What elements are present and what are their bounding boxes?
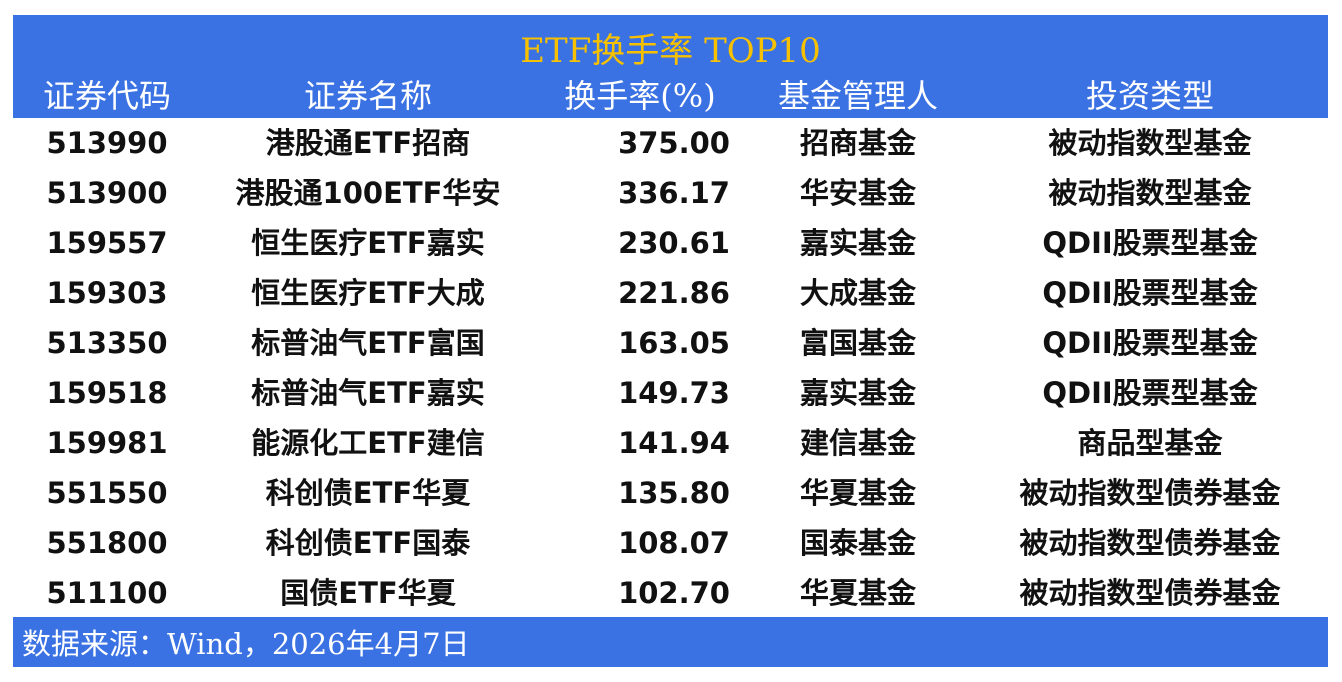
cell-type: 被动指数型债券基金 bbox=[1019, 576, 1281, 610]
table-row: 159303 恒生医疗ETF大成 221.86 大成基金 QDII股票型基金 bbox=[13, 268, 1328, 318]
cell-code: 159303 bbox=[46, 276, 168, 310]
table-row: 159981 能源化工ETF建信 141.94 建信基金 商品型基金 bbox=[13, 418, 1328, 468]
header-type: 投资类型 bbox=[1085, 77, 1215, 115]
cell-name: 恒生医疗ETF嘉实 bbox=[251, 226, 485, 260]
cell-name: 标普油气ETF富国 bbox=[251, 326, 485, 360]
cell-rate: 135.80 bbox=[618, 476, 730, 510]
cell-name: 恒生医疗ETF大成 bbox=[251, 276, 485, 310]
cell-name: 科创债ETF国泰 bbox=[265, 526, 471, 560]
cell-code: 159981 bbox=[46, 426, 168, 460]
cell-rate: 141.94 bbox=[618, 426, 730, 460]
cell-manager: 富国基金 bbox=[799, 326, 917, 360]
cell-manager: 大成基金 bbox=[799, 276, 917, 310]
cell-code: 513900 bbox=[46, 176, 168, 210]
cell-type: QDII股票型基金 bbox=[1042, 226, 1258, 260]
column-headers: 证券代码 证券名称 换手率(%) 基金管理人 投资类型 bbox=[13, 71, 1328, 121]
cell-manager: 国泰基金 bbox=[799, 526, 917, 560]
cell-rate: 102.70 bbox=[618, 576, 730, 610]
cell-manager: 华夏基金 bbox=[799, 476, 917, 510]
table-header: ETF换手率 TOP10 证券代码 证券名称 换手率(%) 基金管理人 投资类型 bbox=[13, 15, 1328, 118]
cell-type: 商品型基金 bbox=[1077, 426, 1223, 460]
cell-name: 标普油气ETF嘉实 bbox=[251, 376, 485, 410]
table-row: 513900 港股通100ETF华安 336.17 华安基金 被动指数型基金 bbox=[13, 168, 1328, 218]
cell-rate: 336.17 bbox=[618, 176, 730, 210]
cell-manager: 嘉实基金 bbox=[799, 376, 917, 410]
cell-type: 被动指数型债券基金 bbox=[1019, 526, 1281, 560]
cell-manager: 华夏基金 bbox=[799, 576, 917, 610]
source-footer: 数据来源：Wind，2026年4月7日 bbox=[13, 617, 1328, 667]
cell-code: 159557 bbox=[46, 226, 168, 260]
cell-rate: 163.05 bbox=[618, 326, 730, 360]
cell-type: 被动指数型债券基金 bbox=[1019, 476, 1281, 510]
cell-name: 港股通100ETF华安 bbox=[235, 176, 501, 210]
cell-rate: 230.61 bbox=[618, 226, 730, 260]
cell-type: QDII股票型基金 bbox=[1042, 376, 1258, 410]
cell-type: QDII股票型基金 bbox=[1042, 276, 1258, 310]
cell-manager: 华安基金 bbox=[799, 176, 917, 210]
cell-type: 被动指数型基金 bbox=[1048, 176, 1252, 210]
table-row: 513350 标普油气ETF富国 163.05 富国基金 QDII股票型基金 bbox=[13, 318, 1328, 368]
cell-code: 159518 bbox=[46, 376, 168, 410]
cell-manager: 嘉实基金 bbox=[799, 226, 917, 260]
header-code: 证券代码 bbox=[42, 77, 172, 115]
table-row: 511100 国债ETF华夏 102.70 华夏基金 被动指数型债券基金 bbox=[13, 568, 1328, 618]
cell-manager: 建信基金 bbox=[799, 426, 917, 460]
cell-rate: 108.07 bbox=[618, 526, 730, 560]
table-row: 551800 科创债ETF国泰 108.07 国泰基金 被动指数型债券基金 bbox=[13, 518, 1328, 568]
cell-code: 551550 bbox=[46, 476, 168, 510]
cell-name: 港股通ETF招商 bbox=[265, 126, 471, 160]
cell-manager: 招商基金 bbox=[799, 126, 917, 160]
cell-type: QDII股票型基金 bbox=[1042, 326, 1258, 360]
table-row: 551550 科创债ETF华夏 135.80 华夏基金 被动指数型债券基金 bbox=[13, 468, 1328, 518]
etf-table: ETF换手率 TOP10 证券代码 证券名称 换手率(%) 基金管理人 投资类型… bbox=[13, 15, 1328, 667]
cell-rate: 149.73 bbox=[618, 376, 730, 410]
table-row: 159557 恒生医疗ETF嘉实 230.61 嘉实基金 QDII股票型基金 bbox=[13, 218, 1328, 268]
cell-name: 国债ETF华夏 bbox=[280, 576, 456, 610]
cell-name: 科创债ETF华夏 bbox=[265, 476, 471, 510]
cell-type: 被动指数型基金 bbox=[1048, 126, 1252, 160]
cell-code: 513350 bbox=[46, 326, 168, 360]
cell-rate: 375.00 bbox=[618, 126, 730, 160]
cell-code: 513990 bbox=[46, 126, 168, 160]
header-rate: 换手率(%) bbox=[564, 77, 716, 115]
header-name: 证券名称 bbox=[303, 77, 433, 115]
table-row: 159518 标普油气ETF嘉实 149.73 嘉实基金 QDII股票型基金 bbox=[13, 368, 1328, 418]
table-title: ETF换手率 TOP10 bbox=[520, 31, 821, 71]
cell-code: 551800 bbox=[46, 526, 168, 560]
cell-rate: 221.86 bbox=[618, 276, 730, 310]
cell-code: 511100 bbox=[46, 576, 168, 610]
table-row: 513990 港股通ETF招商 375.00 招商基金 被动指数型基金 bbox=[13, 118, 1328, 168]
header-manager: 基金管理人 bbox=[777, 77, 939, 115]
cell-name: 能源化工ETF建信 bbox=[251, 426, 485, 460]
